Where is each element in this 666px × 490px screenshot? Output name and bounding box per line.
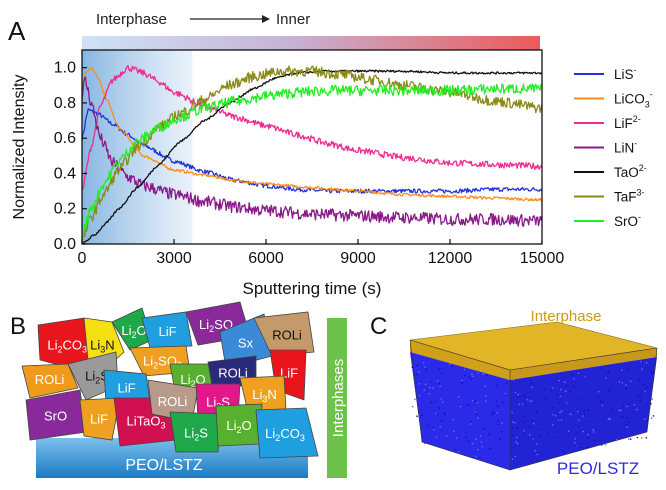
grain-lif: LiF bbox=[141, 311, 193, 349]
legend-label: LiN- bbox=[614, 139, 637, 156]
grain-li2o: Li2O bbox=[215, 403, 263, 447]
y-tick-label-0.8: 0.8 bbox=[54, 95, 76, 112]
panel-label-c: C bbox=[370, 313, 387, 340]
interphases-side-label: Interphases bbox=[330, 359, 347, 437]
legend: LiS- LiCO3- LiF2- LiN- TaO2- TaF3- SrO- bbox=[574, 65, 653, 229]
grain-label: LiF bbox=[90, 412, 108, 427]
bulk-speckle bbox=[411, 360, 655, 460]
grain-label: SrO bbox=[44, 409, 67, 424]
header-gradient-bar bbox=[82, 36, 540, 50]
grain-label: Li2S bbox=[184, 426, 208, 443]
x-tick-label-15000: 15000 bbox=[520, 250, 565, 267]
legend-entry-taf: TaF3- bbox=[574, 188, 645, 205]
grain-label: ROLi bbox=[272, 328, 302, 343]
grain-sro: SrO bbox=[25, 389, 87, 441]
header-end-label: Inner bbox=[276, 11, 310, 28]
interphase-left-edge bbox=[410, 340, 510, 380]
legend-label: TaO2- bbox=[614, 163, 647, 180]
x-tick-label-6000: 6000 bbox=[248, 250, 284, 267]
bulk-left-face bbox=[410, 352, 510, 470]
legend-entry-lin: LiN- bbox=[574, 139, 637, 156]
legend-label: LiS- bbox=[614, 65, 637, 82]
legend-entry-lico: LiCO3- bbox=[574, 90, 653, 110]
grain-label: Li2O bbox=[180, 372, 205, 389]
grain-roli: ROLi bbox=[21, 363, 79, 399]
grain-label: LiF bbox=[117, 381, 135, 396]
legend-entry-lis: LiS- bbox=[574, 65, 637, 82]
box-edges bbox=[409, 339, 658, 471]
legend-entry-sro: SrO- bbox=[574, 212, 641, 229]
header-arrow-head bbox=[262, 15, 270, 23]
y-tick-label-0.6: 0.6 bbox=[54, 130, 76, 147]
x-tick-label-12000: 12000 bbox=[428, 250, 473, 267]
grain-label: LiF bbox=[280, 366, 298, 381]
grain-li2co3: Li2CO3 bbox=[255, 407, 319, 459]
x-tick-label-0: 0 bbox=[78, 250, 87, 267]
grain-label: Li2O bbox=[226, 418, 251, 435]
ticks-layer: 0 3000 6000 9000 12000 15000 0.0 0.2 0.4 0.6 0.8 1.… bbox=[54, 60, 565, 267]
series-line-lif bbox=[82, 64, 542, 190]
interphases-side-bar bbox=[327, 318, 347, 478]
series-line-tao bbox=[82, 69, 542, 244]
grain-lif: LiF bbox=[79, 397, 121, 441]
y-tick-label-0.4: 0.4 bbox=[54, 165, 76, 182]
grain-label: LiTaO3 bbox=[127, 414, 166, 431]
interphase-right-edge bbox=[510, 348, 657, 380]
x-axis-label: Sputtering time (s) bbox=[243, 279, 382, 298]
series-line-taf bbox=[82, 65, 542, 244]
grain-label: Li2CO3 bbox=[47, 338, 87, 355]
bulk-3d-label: PEO/LSTZ bbox=[557, 459, 639, 478]
panel-label-b: B bbox=[10, 313, 26, 340]
grain-roli: ROLi bbox=[147, 379, 199, 423]
grain-roli: ROLi bbox=[253, 311, 315, 357]
grain-label: Li2O bbox=[121, 323, 146, 340]
legend-label: SrO- bbox=[614, 212, 641, 229]
y-axis-label: Normalized Intensity bbox=[11, 75, 28, 220]
legend-label: TaF3- bbox=[614, 188, 645, 205]
grain-label: ROLi bbox=[218, 366, 248, 381]
series-line-lico bbox=[82, 67, 542, 202]
x-tick-label-9000: 9000 bbox=[340, 250, 376, 267]
grains-layer: Li2CO3Li3NLi2OLiFLi2SO3SxROLiLi2SO3ROLiL… bbox=[21, 301, 319, 459]
legend-label: LiF2- bbox=[614, 114, 641, 131]
grain-label: ROLi bbox=[35, 372, 65, 387]
series-line-sro bbox=[82, 83, 542, 240]
grain-label: ROLi bbox=[158, 394, 188, 409]
y-tick-label-1.0: 1.0 bbox=[54, 60, 76, 77]
panel-label-a: A bbox=[8, 16, 26, 46]
series-layer bbox=[82, 64, 542, 244]
plot-frame bbox=[81, 49, 543, 245]
x-tick-label-3000: 3000 bbox=[156, 250, 192, 267]
y-tick-label-0.2: 0.2 bbox=[54, 201, 76, 218]
legend-label: LiCO3- bbox=[614, 90, 653, 110]
y-tick-label-0.0: 0.0 bbox=[54, 236, 76, 253]
substrate-label: PEO/LSTZ bbox=[125, 457, 203, 474]
grain-label: Sx bbox=[238, 336, 254, 351]
series-line-lin bbox=[82, 76, 542, 227]
legend-entry-lif: LiF2- bbox=[574, 114, 641, 131]
grain-label: LiF bbox=[158, 324, 176, 339]
interphase-3d-label: Interphase bbox=[531, 308, 602, 325]
grain-label: Li2CO3 bbox=[265, 426, 305, 443]
grain-label: Li3N bbox=[90, 337, 115, 354]
legend-entry-tao: TaO2- bbox=[574, 163, 647, 180]
grain-label: Li3N bbox=[252, 387, 277, 404]
header-start-label: Interphase bbox=[96, 11, 167, 28]
grain-li2s: Li2S bbox=[169, 411, 221, 453]
